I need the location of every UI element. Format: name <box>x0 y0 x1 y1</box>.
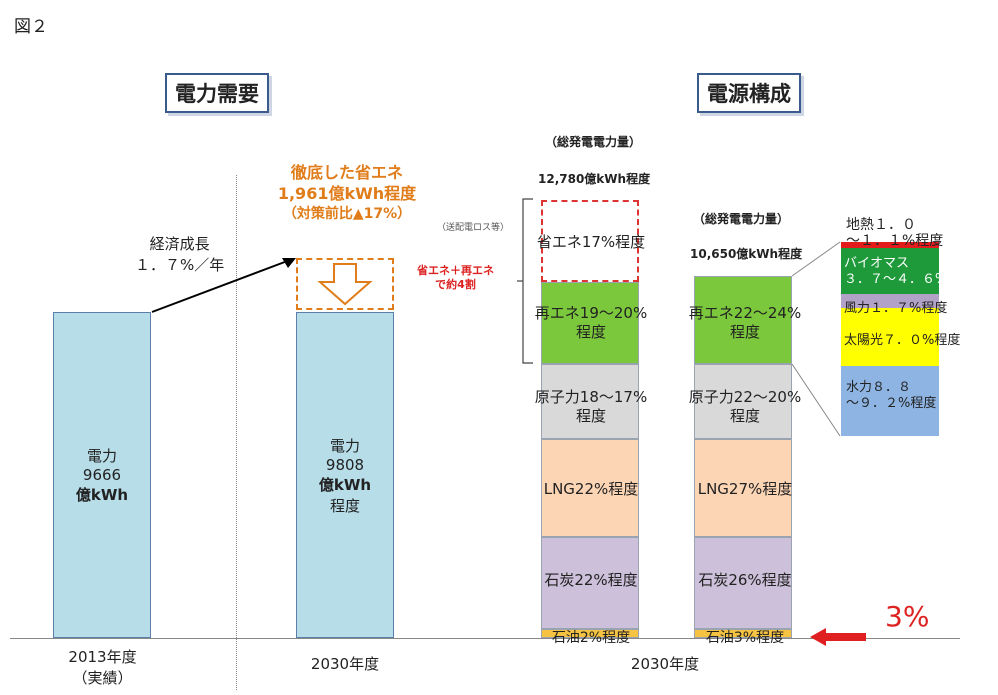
left-renewables-label: 再エネ19～20% 程度 <box>534 304 648 341</box>
combined-note: 省エネ＋再エネ で約4割 <box>417 264 494 292</box>
xlabel-2030-generation: 2030年度 <box>630 655 700 673</box>
demand-bar-2030: 電力 9808 億kWh 程度 <box>296 312 394 638</box>
solar-segment <box>841 308 939 366</box>
left-oil-label: 石油2%程度 <box>551 630 631 646</box>
right-nuclear-segment <box>694 364 792 439</box>
biomass-segment <box>841 248 939 294</box>
demand-bar-2013: 電力 9666 億kWh <box>53 312 151 638</box>
wind-segment <box>841 294 939 308</box>
left-oil-segment <box>541 629 639 638</box>
right-oil-label: 石油3%程度 <box>705 630 785 646</box>
xlabel-2013: 2013年度 （実績） <box>68 648 137 687</box>
left-coal-label: 石炭22%程度 <box>544 571 638 589</box>
bar-2030-line4: 程度 <box>329 496 360 515</box>
breakdown-connector <box>791 241 841 437</box>
right-renewables-segment <box>694 276 792 364</box>
right-oil-segment <box>694 629 792 638</box>
wind-label: 風力１．７%程度 <box>844 301 948 316</box>
geothermal-segment <box>841 242 939 248</box>
bar-2030-line2: 9808 <box>325 455 365 474</box>
total-value-left: 12,780億kWh程度 <box>538 172 651 186</box>
left-savings-label: 省エネ17%程度 <box>536 233 646 251</box>
right-renewables-label: 再エネ22～24% 程度 <box>688 304 802 341</box>
left-savings-box <box>541 200 639 282</box>
left-nuclear-segment <box>541 364 639 439</box>
geothermal-label: 地熱１．０ ～１．１%程度 <box>846 217 944 250</box>
figure-label: 図２ <box>14 17 48 37</box>
right-nuclear-label: 原子力22～20% 程度 <box>688 388 802 425</box>
baseline <box>10 638 960 639</box>
down-arrow-icon <box>317 263 373 306</box>
xlabel-2030-demand: 2030年度 <box>310 655 380 673</box>
panel-separator <box>236 175 237 690</box>
left-lng-label: LNG22%程度 <box>543 480 639 498</box>
bar-2030-line1: 電力 <box>329 436 360 455</box>
highlight-value: 3% <box>885 600 930 633</box>
savings-title: 徹底した省エネ 1,961億kWh程度 （対策前比▲17%） <box>258 163 436 223</box>
mix-panel-title: 電源構成 <box>697 73 801 113</box>
biomass-label: バイオマス ３．７～４．６%程度 <box>844 256 974 287</box>
bar-2013-line2: 9666 <box>82 466 122 484</box>
savings-title-2: 1,961億kWh程度 <box>277 183 417 203</box>
savings-title-1: 徹底した省エネ <box>290 163 403 182</box>
total-value-right: 10,650億kWh程度 <box>690 247 803 261</box>
demand-panel-title: 電力需要 <box>165 73 269 113</box>
left-nuclear-label: 原子力18～17% 程度 <box>534 388 648 425</box>
growth-label: 経済成長 １．７%／年 <box>135 235 225 274</box>
hydro-label: 水力８．８ ～９．２%程度 <box>846 380 937 412</box>
bar-2013-line1: 電力 <box>86 447 117 465</box>
hydro-segment <box>841 366 939 436</box>
left-renewables-segment <box>541 282 639 364</box>
growth-arrow <box>151 258 296 313</box>
left-lng-segment <box>541 439 639 537</box>
left-coal-segment <box>541 537 639 629</box>
savings-box-demand <box>296 258 394 310</box>
highlight-arrow <box>810 628 866 646</box>
solar-label: 太陽光７．０%程度 <box>844 333 961 348</box>
right-lng-segment <box>694 439 792 537</box>
bar-2030-line3: 億kWh <box>318 475 372 494</box>
right-lng-label: LNG27%程度 <box>697 480 793 498</box>
total-label-left: （総発電電力量） <box>545 135 642 149</box>
bar-2013-line3: 億kWh <box>75 486 129 504</box>
transmission-note: （送配電ロス等） <box>437 223 510 233</box>
left-bracket <box>517 198 533 364</box>
right-coal-segment <box>694 537 792 629</box>
total-label-right: （総発電電力量） <box>693 212 790 226</box>
right-coal-label: 石炭26%程度 <box>698 571 792 589</box>
savings-title-3: （対策前比▲17%） <box>282 205 412 222</box>
